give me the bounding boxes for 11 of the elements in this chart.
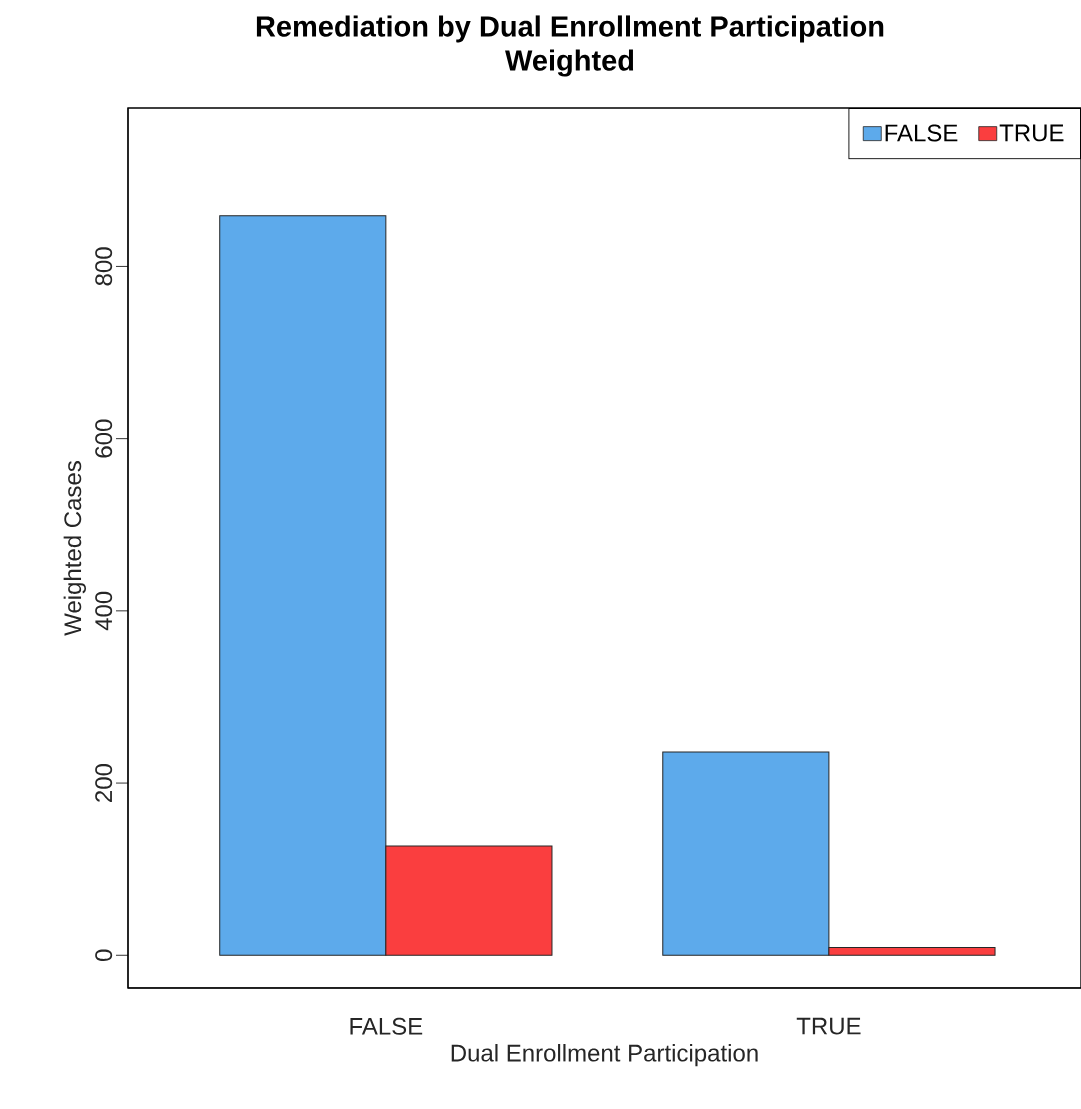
legend-label: TRUE (999, 124, 1064, 142)
chart-title: Remediation by Dual Enrollment Participation (256, 15, 884, 43)
y-tick-label: 0 (95, 949, 113, 962)
x-axis-title: Dual Enrollment Participation (451, 1043, 758, 1067)
legend-label: FALSE (885, 124, 958, 142)
chart-subtitle: Weighted (505, 49, 634, 77)
y-tick-label: 200 (95, 763, 113, 802)
y-axis-title: Weighted Cases (63, 461, 87, 636)
y-tick-label: 600 (95, 419, 113, 458)
y-tick-label: 800 (95, 247, 113, 286)
y-tick-label: 400 (95, 591, 113, 631)
